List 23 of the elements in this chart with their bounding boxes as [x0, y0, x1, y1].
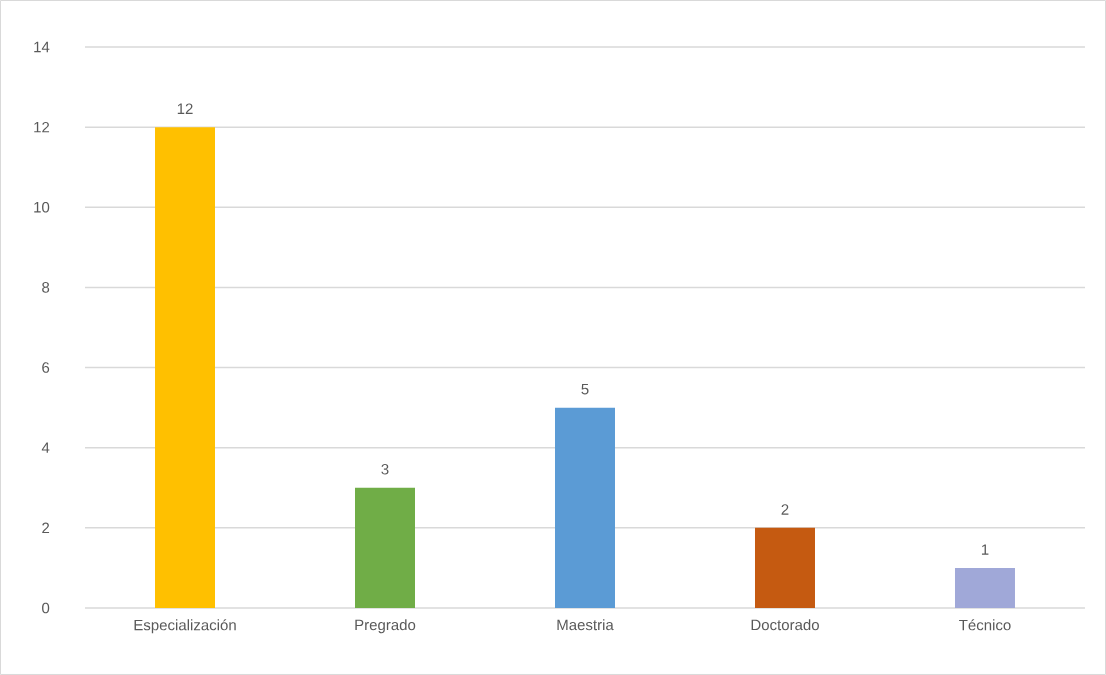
y-tick-label: 10: [34, 201, 50, 213]
bar: [155, 127, 216, 608]
y-tick-label: 2: [42, 522, 50, 534]
x-tick-label: Especialización: [134, 619, 236, 634]
y-tick-label: 12: [34, 121, 50, 133]
x-tick-label: Pregrado: [355, 619, 416, 634]
y-tick-label: 6: [42, 362, 50, 373]
y-tick-label: 0: [42, 602, 50, 614]
bar: [555, 407, 615, 608]
y-tick-label: 14: [34, 41, 50, 53]
bar: [355, 487, 415, 608]
data-label: 3: [381, 463, 389, 475]
x-tick-label: Maestria: [557, 619, 614, 631]
x-tick-label: Técnico: [959, 619, 1011, 631]
data-label: 2: [781, 504, 789, 515]
bar: [755, 527, 815, 608]
data-label: 12: [177, 103, 193, 114]
bar: [954, 567, 1015, 608]
x-tick-label: Doctorado: [751, 619, 819, 631]
data-label: 5: [581, 383, 589, 395]
y-tick-label: 8: [42, 282, 50, 293]
y-tick-label: 4: [41, 442, 50, 453]
data-label: 1: [981, 544, 989, 555]
